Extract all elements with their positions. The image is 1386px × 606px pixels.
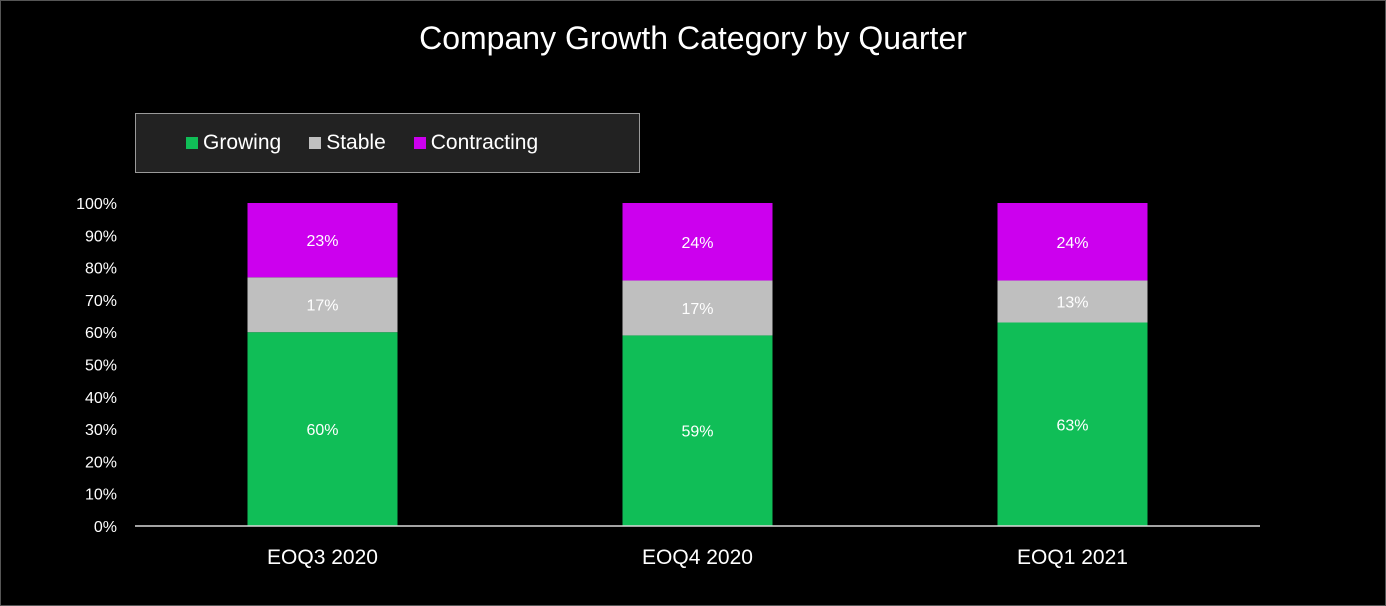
legend-swatch-contracting: [413, 137, 426, 149]
data-label-growing-2: 59%: [681, 424, 713, 441]
legend-label-stable: Stable: [326, 131, 386, 154]
data-label-growing-1: 60%: [306, 422, 338, 439]
y-tick-label: 60%: [85, 325, 117, 342]
y-tick-label: 70%: [85, 293, 117, 310]
y-tick-label: 30%: [85, 422, 117, 439]
y-tick-label: 100%: [76, 196, 117, 213]
legend-item-contracting: Contracting: [413, 131, 539, 155]
data-label-contracting-3: 24%: [1056, 235, 1088, 252]
legend: Growing Stable Contracting: [135, 113, 640, 173]
y-tick-label: 90%: [85, 228, 117, 245]
y-tick-label: 20%: [85, 454, 117, 471]
legend-swatch-stable: [309, 137, 322, 149]
data-label-contracting-2: 24%: [681, 235, 713, 252]
y-tick-label: 0%: [94, 519, 117, 536]
bar-contracting-2: [622, 203, 773, 281]
legend-label-contracting: Contracting: [430, 131, 539, 154]
y-tick-label: 50%: [85, 358, 117, 375]
data-label-stable-1: 17%: [306, 298, 338, 315]
data-label-stable-2: 17%: [681, 301, 713, 318]
bar-growing-2: [622, 335, 773, 526]
chart-title: Company Growth Category by Quarter: [419, 20, 967, 56]
bar-stable-2: [622, 280, 773, 336]
legend-swatch-growing: [186, 137, 198, 149]
data-label-contracting-1: 23%: [306, 233, 338, 250]
x-tick-label: EOQ3 2020: [267, 546, 378, 569]
bar-growing-3: [997, 322, 1148, 526]
y-tick-label: 10%: [85, 487, 117, 504]
legend-item-growing: Growing: [186, 131, 281, 155]
bar-growing-1: [247, 332, 398, 526]
legend-item-stable: Stable: [309, 131, 386, 155]
legend-label-growing: Growing: [203, 131, 282, 154]
x-tick-label: EOQ4 2020: [642, 546, 753, 569]
data-label-growing-3: 63%: [1056, 417, 1088, 434]
data-label-stable-3: 13%: [1056, 295, 1088, 312]
x-tick-label: EOQ1 2021: [1017, 546, 1128, 569]
y-tick-label: 80%: [85, 261, 117, 278]
bar-contracting-3: [997, 203, 1148, 281]
bar-contracting-1: [247, 203, 398, 278]
bar-stable-1: [247, 277, 398, 333]
y-tick-label: 40%: [85, 390, 117, 407]
bar-stable-3: [997, 280, 1148, 323]
